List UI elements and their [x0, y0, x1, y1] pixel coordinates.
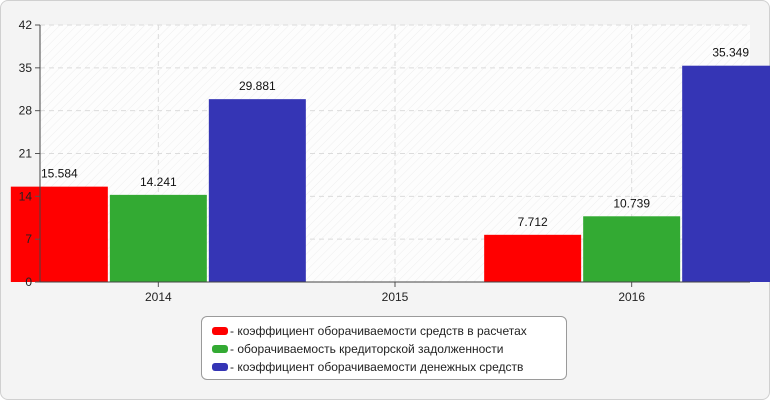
y-tick-label: 21 [19, 147, 33, 161]
y-tick-label: 28 [19, 104, 33, 118]
bar [484, 234, 582, 282]
data-label: 14.241 [140, 175, 177, 189]
y-tick-label: 14 [19, 189, 33, 203]
data-label: 15.584 [41, 167, 78, 181]
bar [583, 216, 681, 282]
bars-group [10, 65, 770, 282]
legend-swatch-red [212, 327, 228, 335]
data-label: 29.881 [239, 79, 276, 93]
x-tick-label: 2015 [382, 290, 409, 304]
x-tick-label: 2016 [618, 290, 645, 304]
x-tick-label: 2014 [145, 290, 172, 304]
data-label: 7.712 [518, 215, 548, 229]
legend-label: - коэффициент оборачиваемости средств в … [230, 324, 527, 338]
y-tick-label: 42 [19, 18, 33, 32]
bar [682, 65, 770, 282]
legend-item-cash-turnover: - коэффициент оборачиваемости денежных с… [212, 358, 566, 376]
legend-item-settlements-turnover: - коэффициент оборачиваемости средств в … [212, 322, 566, 340]
bar-chart: 15.584 14.241 29.881 7.712 10.739 35.349 0 7 14… [10, 18, 770, 304]
bar [208, 99, 306, 282]
legend-swatch-blue [212, 363, 228, 371]
gridlines [40, 24, 750, 282]
legend-label: - коэффициент оборачиваемости денежных с… [230, 360, 524, 374]
bar [109, 194, 207, 282]
y-tick-label: 35 [19, 61, 33, 75]
axes-group: 0 7 14 21 28 35 42 2014 2015 2016 [19, 18, 750, 304]
data-labels-group: 15.584 14.241 29.881 7.712 10.739 35.349 [41, 46, 749, 229]
bar [10, 186, 108, 282]
y-tick-label: 0 [25, 275, 32, 289]
legend-item-payables-turnover: - оборачиваемость кредиторской задолженн… [212, 340, 566, 358]
legend-swatch-green [212, 345, 228, 353]
data-label: 35.349 [712, 46, 749, 60]
data-label: 10.739 [613, 196, 650, 210]
legend: - коэффициент оборачиваемости средств в … [201, 316, 567, 380]
legend-label: - оборачиваемость кредиторской задолженн… [230, 342, 504, 356]
y-tick-label: 7 [25, 232, 32, 246]
